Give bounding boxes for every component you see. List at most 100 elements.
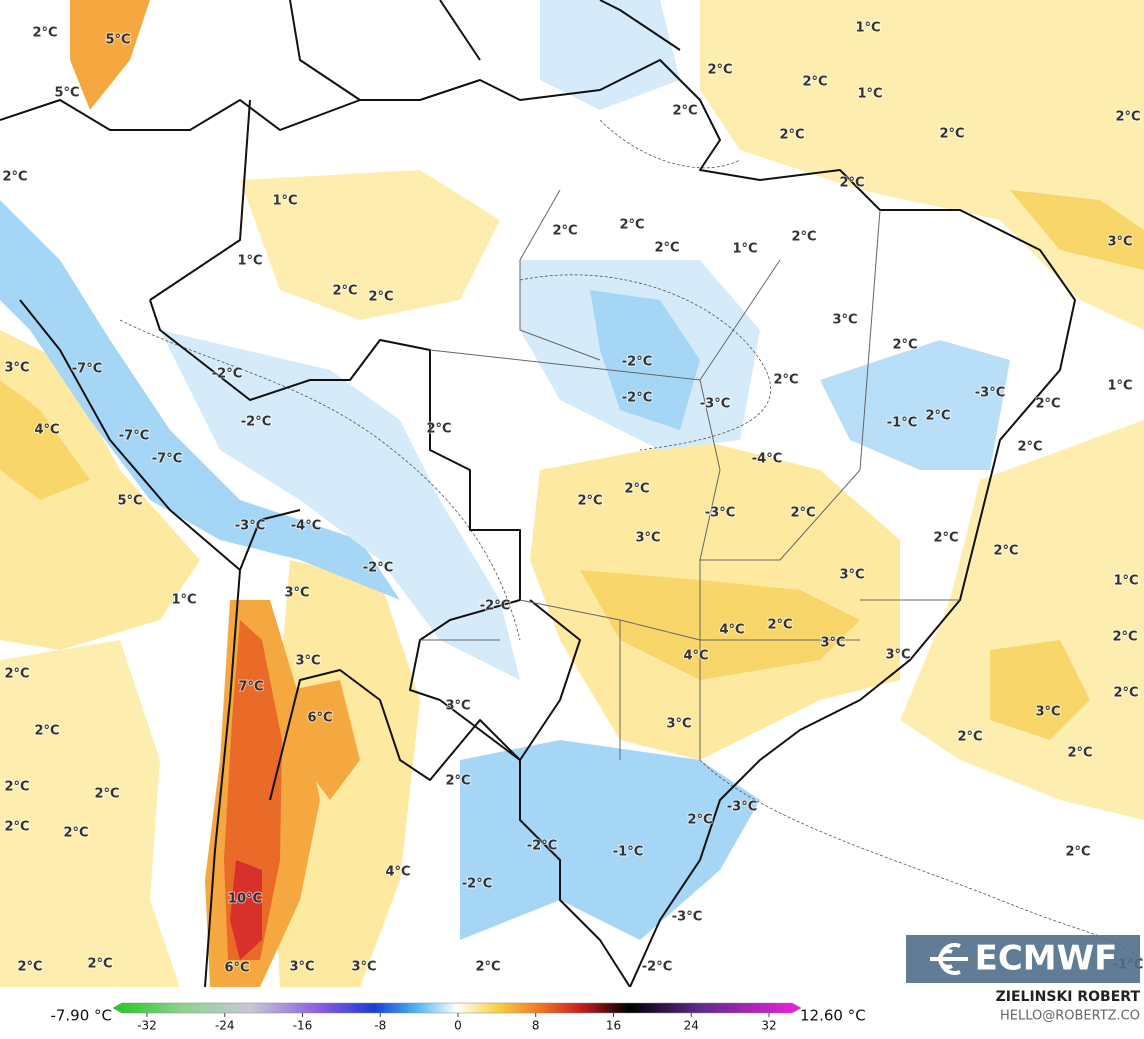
temperature-label: 1°C: [237, 254, 262, 269]
temperature-label: -2°C: [363, 561, 393, 576]
temperature-label: 2°C: [34, 724, 59, 739]
temperature-label: 2°C: [933, 531, 958, 546]
temperature-label: 2°C: [332, 284, 357, 299]
colorbar-tick-label: -24: [215, 1019, 235, 1033]
temperature-label: 2°C: [767, 618, 792, 633]
temperature-label: 3°C: [289, 960, 314, 975]
colorbar-tick-label: 0: [454, 1019, 462, 1033]
temperature-label: 2°C: [791, 230, 816, 245]
temperature-label: 3°C: [635, 531, 660, 546]
temperature-label: -7°C: [119, 429, 149, 444]
temperature-label: 2°C: [1112, 630, 1137, 645]
temperature-label: 2°C: [707, 63, 732, 78]
temperature-label: 2°C: [577, 494, 602, 509]
temperature-label: 2°C: [4, 667, 29, 682]
temperature-label: 3°C: [4, 361, 29, 376]
temperature-label: 2°C: [839, 176, 864, 191]
temperature-label: 2°C: [368, 290, 393, 305]
map-field: [0, 0, 1144, 988]
temperature-label: 2°C: [1035, 397, 1060, 412]
temperature-label: 2°C: [779, 128, 804, 143]
colorbar-min: -7.90 °C: [50, 1007, 112, 1025]
temperature-label: 2°C: [1113, 686, 1138, 701]
temperature-label: 2°C: [445, 774, 470, 789]
temperature-label: 2°C: [552, 224, 577, 239]
temperature-label: -3°C: [975, 386, 1005, 401]
temperature-label: 2°C: [63, 826, 88, 841]
colorbar-max: 12.60 °C: [800, 1007, 866, 1025]
temperature-label: 3°C: [295, 654, 320, 669]
temperature-label: 3°C: [839, 568, 864, 583]
temperature-label: 2°C: [475, 960, 500, 975]
temperature-label: 3°C: [832, 313, 857, 328]
temperature-label: -3°C: [705, 506, 735, 521]
temperature-label: 3°C: [1107, 235, 1132, 250]
temperature-label: -3°C: [672, 910, 702, 925]
temperature-label: 3°C: [820, 636, 845, 651]
credit-name: ZIELINSKI ROBERT: [996, 989, 1141, 1005]
temperature-label: 2°C: [2, 170, 27, 185]
temperature-label: -3°C: [700, 397, 730, 412]
temperature-label: 1°C: [732, 242, 757, 257]
temperature-label: 3°C: [351, 960, 376, 975]
temperature-label: 2°C: [4, 820, 29, 835]
temperature-label: 2°C: [1067, 746, 1092, 761]
temperature-label: 2°C: [87, 957, 112, 972]
temperature-label: 6°C: [307, 711, 332, 726]
temperature-label: 2°C: [619, 218, 644, 233]
temperature-label: 2°C: [687, 813, 712, 828]
temperature-label: 2°C: [672, 104, 697, 119]
colorbar-tick-label: 24: [684, 1019, 699, 1033]
colorbar-ticks: -32 -24 -16 -8 0 8 16 24 32: [137, 1013, 777, 1033]
temperature-label: -2°C: [622, 355, 652, 370]
temperature-label: -3°C: [235, 519, 265, 534]
colorbar-tick-label: -32: [137, 1019, 157, 1033]
temperature-label: -2°C: [212, 367, 242, 382]
temperature-label: 5°C: [117, 494, 142, 509]
temperature-label: 2°C: [790, 506, 815, 521]
temperature-label: -2°C: [480, 599, 510, 614]
credit-email: HELLO@ROBERTZ.CO: [1000, 1009, 1140, 1024]
temperature-label: 4°C: [385, 865, 410, 880]
temperature-label: 2°C: [993, 544, 1018, 559]
temperature-label: 2°C: [624, 482, 649, 497]
colorbar-tick-label: -8: [374, 1019, 386, 1033]
temperature-label: 2°C: [1115, 110, 1140, 125]
temperature-label: 3°C: [666, 717, 691, 732]
temperature-label: 2°C: [1017, 440, 1042, 455]
temperature-label: -4°C: [291, 519, 321, 534]
temperature-label: -2°C: [622, 391, 652, 406]
colorbar-tick-label: 32: [761, 1019, 776, 1033]
map-labels: 2°C 5°C 5°C 2°C 1°C 2°C 2°C 1°C 2°C 2°C 2°C 2°C 2°C 1…: [1, 20, 1144, 977]
temperature-label: 2°C: [802, 75, 827, 90]
temperature-label: 2°C: [17, 960, 42, 975]
temperature-label: 3°C: [445, 699, 470, 714]
temperature-label: -7°C: [72, 362, 102, 377]
temperature-label: 6°C: [224, 961, 249, 976]
temperature-label: 3°C: [1035, 705, 1060, 720]
temperature-label: 1°C: [171, 593, 196, 608]
temperature-label: 4°C: [719, 623, 744, 638]
temperature-label: -1°C: [887, 416, 917, 431]
temperature-label: 2°C: [654, 241, 679, 256]
temperature-label: 5°C: [54, 86, 79, 101]
temperature-label: 3°C: [284, 586, 309, 601]
temperature-label: -2°C: [241, 415, 271, 430]
temperature-label: 1°C: [857, 87, 882, 102]
colorbar-tick-label: 16: [606, 1019, 621, 1033]
temperature-label: 4°C: [34, 423, 59, 438]
logo-text: ECMWF: [975, 939, 1118, 979]
temperature-label: -2°C: [462, 877, 492, 892]
colorbar-tick-label: -16: [293, 1019, 313, 1033]
temperature-label: 2°C: [892, 338, 917, 353]
logo-box: ECMWF: [906, 935, 1140, 983]
temperature-label: 1°C: [1107, 379, 1132, 394]
temperature-label: -7°C: [152, 452, 182, 467]
temperature-label: 5°C: [105, 33, 130, 48]
temperature-label: 2°C: [94, 787, 119, 802]
temperature-label: -1°C: [613, 845, 643, 860]
temperature-label: -4°C: [752, 452, 782, 467]
colorbar: [112, 1002, 802, 1014]
colorbar-tick-label: 8: [532, 1019, 540, 1033]
